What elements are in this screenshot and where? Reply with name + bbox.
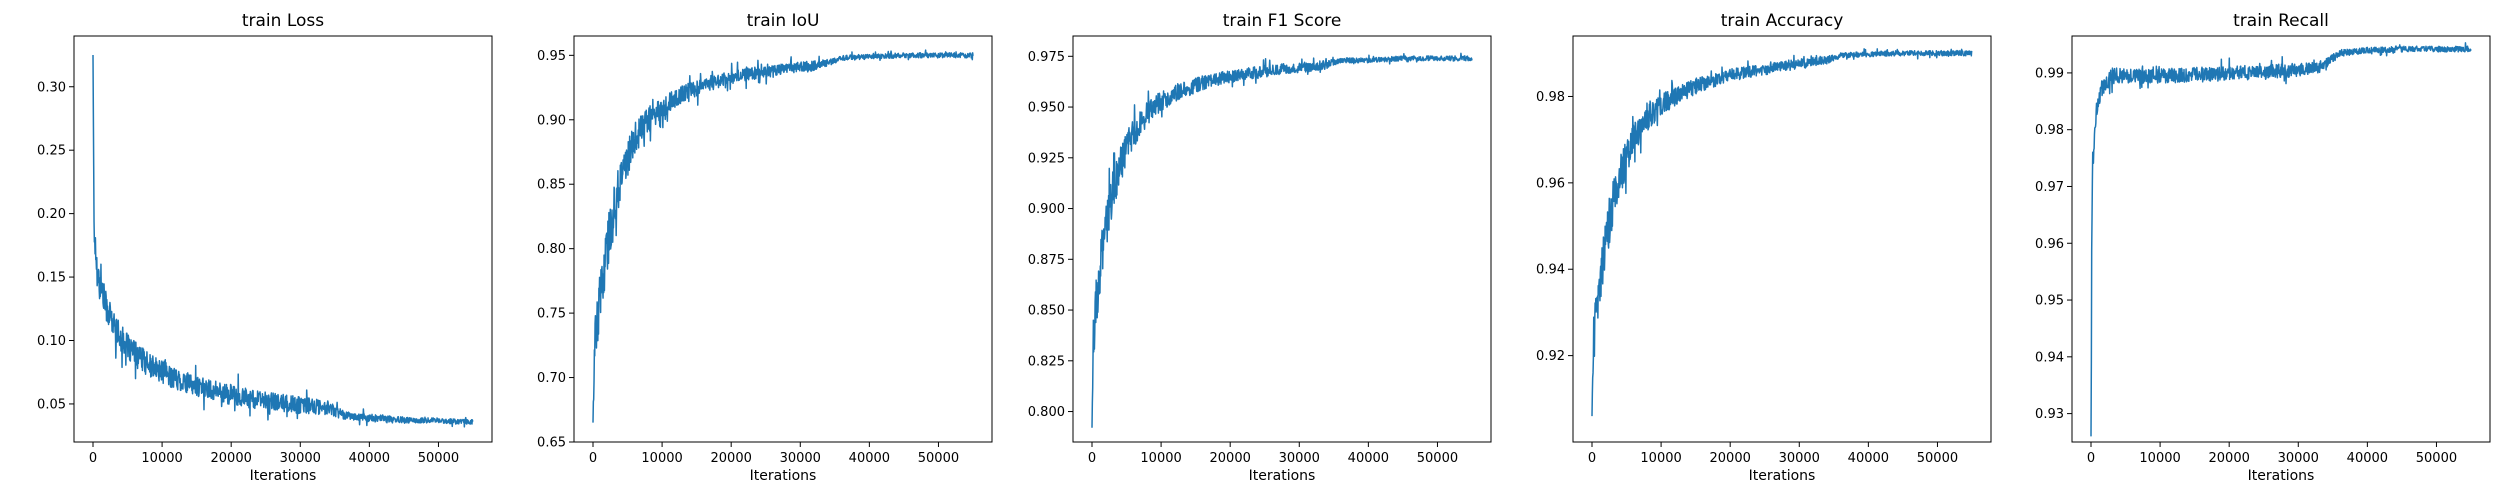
- chart-3-series-line: [1091, 52, 1473, 428]
- chart-2-ytick-label: 0.80: [537, 242, 566, 257]
- chart-2-xtick-label: 40000: [849, 451, 890, 466]
- chart-5-series-line: [2090, 42, 2472, 437]
- chart-3-axes-frame: [1072, 35, 1492, 443]
- chart-3-ytick-label: 0.950: [1028, 101, 1065, 116]
- chart-3-ytick-label: 0.925: [1028, 151, 1065, 166]
- chart-5-ytick-label: 0.97: [2035, 180, 2064, 195]
- chart-1-ytick-label: 0.15: [37, 271, 66, 286]
- chart-5-xtick-label: 40000: [2347, 451, 2388, 466]
- chart-5-axes-frame: [2071, 35, 2491, 443]
- chart-5: train Recall 0 10000 20000 30000 40000 50000 0.…: [2035, 11, 2491, 484]
- chart-3-ytick-label: 0.975: [1028, 50, 1065, 65]
- chart-2-ytick-label: 0.75: [537, 307, 566, 322]
- chart-4-title: train Accuracy: [1721, 11, 1844, 31]
- chart-4-xtick-label: 0: [1588, 451, 1596, 466]
- chart-2-xlabel: Iterations: [750, 468, 817, 484]
- chart-1-title: train Loss: [242, 11, 324, 31]
- chart-5-ytick-label: 0.93: [2035, 407, 2064, 422]
- chart-5-xtick-label: 20000: [2209, 451, 2250, 466]
- chart-5-xtick-label: 30000: [2278, 451, 2319, 466]
- chart-2-ytick-label: 0.85: [537, 178, 566, 193]
- chart-2-ytick-label: 0.95: [537, 49, 566, 64]
- chart-5-ytick-label: 0.98: [2035, 123, 2064, 138]
- chart-5-xlabel: Iterations: [2248, 468, 2315, 484]
- chart-4-xtick-label: 20000: [1710, 451, 1751, 466]
- chart-3-xlabel: Iterations: [1249, 468, 1316, 484]
- chart-2: train IoU 0 10000 20000 30000 40000 50000 0.65 0…: [537, 11, 993, 484]
- chart-1-xtick-label: 50000: [418, 451, 459, 466]
- chart-4-xtick-label: 40000: [1848, 451, 1889, 466]
- chart-3-xtick-label: 20000: [1210, 451, 1251, 466]
- chart-5-ytick-label: 0.95: [2035, 294, 2064, 309]
- chart-3-ytick-label: 0.875: [1028, 253, 1065, 268]
- chart-5-xtick-label: 0: [2087, 451, 2095, 466]
- chart-5-title: train Recall: [2233, 11, 2329, 31]
- chart-5-ytick-label: 0.96: [2035, 237, 2064, 252]
- chart-2-ytick-label: 0.65: [537, 436, 566, 451]
- chart-1-xtick-label: 40000: [349, 451, 390, 466]
- chart-2-xtick-label: 10000: [641, 451, 682, 466]
- chart-2-ytick-label: 0.90: [537, 113, 566, 128]
- chart-4: train Accuracy 0 10000 20000 30000 40000 50000…: [1536, 11, 1992, 484]
- chart-4-ytick-label: 0.94: [1536, 263, 1565, 278]
- chart-2-xtick-label: 50000: [918, 451, 959, 466]
- chart-2-axes-frame: [573, 35, 993, 443]
- chart-3-xtick-label: 10000: [1140, 451, 1181, 466]
- chart-4-axes-frame: [1572, 35, 1992, 443]
- chart-4-ytick-label: 0.98: [1536, 90, 1565, 105]
- chart-1-ytick-label: 0.20: [37, 207, 66, 222]
- chart-2-xtick-label: 30000: [780, 451, 821, 466]
- chart-1-xtick-label: 10000: [141, 451, 182, 466]
- chart-1-xtick-label: 0: [89, 451, 97, 466]
- chart-2-xtick-label: 0: [589, 451, 597, 466]
- chart-3-xtick-label: 40000: [1348, 451, 1389, 466]
- chart-1-series-line: [92, 55, 474, 428]
- chart-1-ytick-label: 0.25: [37, 144, 66, 159]
- chart-1-axes-frame: [73, 35, 493, 443]
- chart-3-ytick-label: 0.825: [1028, 354, 1065, 369]
- chart-4-ytick-label: 0.92: [1536, 349, 1565, 364]
- chart-3: train F1 Score 0 10000 20000 30000 40000 50000…: [1028, 11, 1492, 484]
- chart-4-xtick-label: 10000: [1640, 451, 1681, 466]
- chart-4-xtick-label: 30000: [1779, 451, 1820, 466]
- chart-1-ytick-label: 0.30: [37, 80, 66, 95]
- chart-1: train Loss 0 10000 20000 30000 40000 50000 0.05…: [37, 11, 493, 484]
- chart-5-xtick-label: 50000: [2416, 451, 2457, 466]
- chart-4-series-line: [1591, 48, 1973, 417]
- chart-2-xtick-label: 20000: [711, 451, 752, 466]
- chart-4-ytick-label: 0.96: [1536, 176, 1565, 191]
- chart-3-title: train F1 Score: [1223, 11, 1342, 31]
- chart-3-ytick-label: 0.850: [1028, 304, 1065, 319]
- chart-5-ytick-label: 0.94: [2035, 350, 2064, 365]
- chart-2-series-line: [592, 49, 974, 423]
- chart-1-ytick-label: 0.10: [37, 334, 66, 349]
- chart-1-xtick-label: 30000: [280, 451, 321, 466]
- chart-4-xlabel: Iterations: [1749, 468, 1816, 484]
- chart-5-xtick-label: 10000: [2139, 451, 2180, 466]
- chart-1-ytick-label: 0.05: [37, 397, 66, 412]
- chart-1-xlabel: Iterations: [250, 468, 317, 484]
- chart-5-ytick-label: 0.99: [2035, 66, 2064, 81]
- chart-3-xtick-label: 30000: [1279, 451, 1320, 466]
- chart-3-xtick-label: 50000: [1417, 451, 1458, 466]
- chart-1-xtick-label: 20000: [211, 451, 252, 466]
- chart-3-xtick-label: 0: [1088, 451, 1096, 466]
- chart-3-ytick-label: 0.900: [1028, 202, 1065, 217]
- chart-4-xtick-label: 50000: [1917, 451, 1958, 466]
- chart-2-ytick-label: 0.70: [537, 371, 566, 386]
- chart-3-ytick-label: 0.800: [1028, 405, 1065, 420]
- chart-2-title: train IoU: [747, 11, 820, 31]
